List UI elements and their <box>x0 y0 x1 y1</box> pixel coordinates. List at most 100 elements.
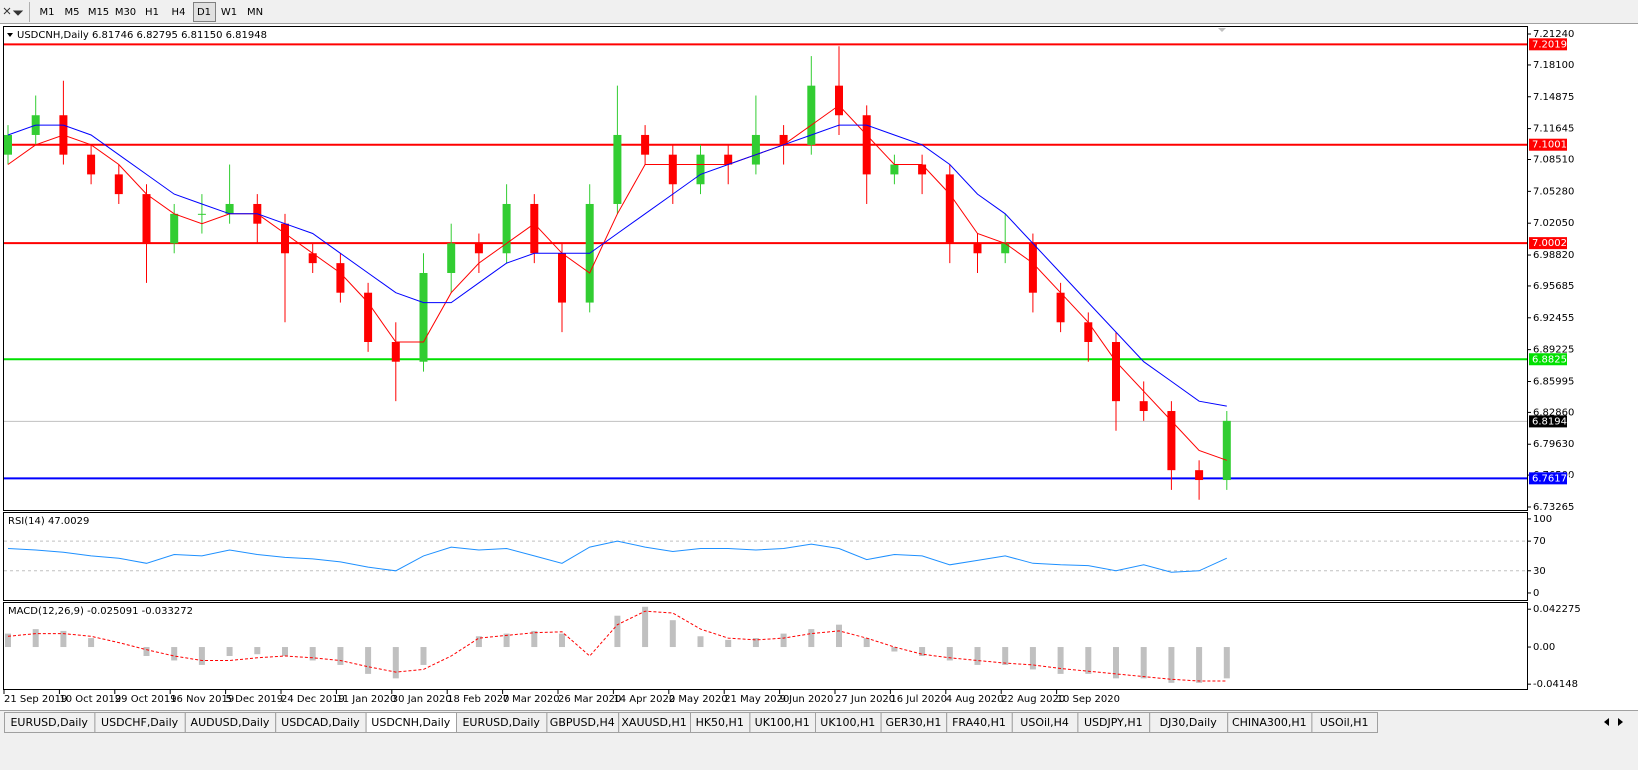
macd-bar <box>171 647 178 661</box>
y-tick-label: 6.95685 <box>1533 281 1574 292</box>
x-tick-label: 29 Oct 2019 <box>115 694 177 705</box>
x-tick-label: 22 Aug 2020 <box>1001 694 1065 705</box>
tab-label[interactable]: CHINA300,H1 <box>1232 716 1307 729</box>
timeframe-button[interactable] <box>140 2 165 22</box>
candle-body <box>1056 292 1065 323</box>
candle-body <box>1195 470 1204 481</box>
y-tick-label: 0.042275 <box>1533 604 1581 615</box>
timeframe-label[interactable]: MN <box>247 7 263 18</box>
candle-body <box>807 85 816 145</box>
macd-bar <box>254 647 261 655</box>
timeframe-label[interactable]: M5 <box>65 7 80 18</box>
timeframe-button[interactable] <box>113 2 139 22</box>
y-tick-label: 6.98820 <box>1533 250 1574 261</box>
level-label: 7.00029 <box>1532 238 1573 249</box>
timeframe-button[interactable] <box>243 2 268 22</box>
tab-label[interactable]: UK100,H1 <box>755 716 810 729</box>
candle-body <box>945 174 954 244</box>
candle-body <box>779 134 788 145</box>
level-label-box <box>1529 38 1567 51</box>
macd-bar <box>863 638 870 648</box>
chart-title: USDCNH,Daily 6.81746 6.82795 6.81150 6.8… <box>17 30 267 41</box>
tab-label[interactable]: GBPUSD,H4 <box>550 716 615 729</box>
tab-label[interactable]: GER30,H1 <box>885 716 941 729</box>
timeframe-button[interactable] <box>60 2 85 22</box>
timeframe-button[interactable] <box>86 2 112 22</box>
timeframe-button[interactable] <box>193 2 216 22</box>
tab-label[interactable]: UK100,H1 <box>820 716 875 729</box>
candle-body <box>225 203 234 214</box>
tab-label[interactable]: DJ30,Daily <box>1160 716 1218 729</box>
x-tick-label: 5 Dec 2019 <box>226 694 284 705</box>
timeframe-button[interactable] <box>217 2 242 22</box>
macd-bar <box>725 639 732 648</box>
indicator-line <box>7 104 1227 461</box>
y-tick-label: 6.79630 <box>1533 439 1574 450</box>
y-tick-label: 6.92455 <box>1533 313 1574 324</box>
tab-label[interactable]: USDJPY,H1 <box>1084 716 1143 729</box>
x-tick-label: 21 Sep 2019 <box>4 694 67 705</box>
tab-label[interactable]: USOil,H4 <box>1020 716 1069 729</box>
x-tick-label: 9 Jun 2020 <box>780 694 834 705</box>
tab[interactable] <box>1311 712 1379 733</box>
macd-bar <box>475 636 482 648</box>
tab-label[interactable]: USOil,H1 <box>1320 716 1369 729</box>
candle-body <box>197 213 206 215</box>
timeframe-label[interactable]: M15 <box>88 7 109 18</box>
tab-label[interactable]: USDCNH,Daily <box>371 716 451 729</box>
tab-label[interactable]: FRA40,H1 <box>952 716 1006 729</box>
candle-body <box>918 164 927 175</box>
tab-label[interactable]: EURUSD,Daily <box>462 716 540 729</box>
rsi-panel <box>3 512 1528 601</box>
timeframe-button[interactable] <box>166 2 192 22</box>
tab-label[interactable]: HK50,H1 <box>696 716 744 729</box>
macd-bar <box>919 647 926 656</box>
crosshair-icon[interactable] <box>3 7 24 16</box>
timeframe-label[interactable]: H4 <box>172 7 186 18</box>
macd-bar <box>891 647 898 652</box>
y-tick-label: -0.04148 <box>1533 679 1578 690</box>
tab-label[interactable]: EURUSD,Daily <box>10 716 88 729</box>
macd-bar <box>226 647 233 656</box>
indicator-line <box>7 124 1227 407</box>
macd-bar <box>669 620 676 648</box>
x-tick-label: 16 Jul 2020 <box>890 694 947 705</box>
macd-bar <box>946 647 953 661</box>
candle-body <box>114 174 123 195</box>
rsi-title: RSI(14) 47.0029 <box>8 516 89 527</box>
tab-scroll[interactable] <box>1604 718 1623 726</box>
timeframe-label[interactable]: D1 <box>197 7 211 18</box>
x-tick-label: 10 Oct 2019 <box>59 694 121 705</box>
candle-body <box>1139 401 1148 412</box>
x-tick-label: 27 Jun 2020 <box>835 694 895 705</box>
tab-label[interactable]: XAUUSD,H1 <box>621 716 686 729</box>
timeframe-label[interactable]: H1 <box>145 7 159 18</box>
candle-body <box>502 203 511 254</box>
macd-bar <box>1140 647 1147 679</box>
macd-bar <box>337 647 344 665</box>
timeframe-label[interactable]: M1 <box>40 7 55 18</box>
tab-label[interactable]: USDCHF,Daily <box>101 716 179 729</box>
macd-bar <box>365 647 372 674</box>
timeframe-button[interactable] <box>36 2 59 22</box>
level-label-box <box>1529 353 1567 366</box>
macd-bar <box>974 647 981 665</box>
timeframe-label[interactable]: M30 <box>115 7 136 18</box>
y-tick-label: 6.82860 <box>1533 407 1574 418</box>
tab-label[interactable]: AUDUSD,Daily <box>191 716 270 729</box>
candle-body <box>973 243 982 254</box>
macd-bar <box>780 633 787 648</box>
tab-label[interactable]: USDCAD,Daily <box>281 716 360 729</box>
macd-bar <box>309 647 316 661</box>
candle-body <box>530 203 539 254</box>
y-tick-label: 30 <box>1533 566 1546 577</box>
candle-body <box>308 253 317 264</box>
timeframe-label[interactable]: W1 <box>221 7 237 18</box>
candle-body <box>1112 342 1120 402</box>
candle-body <box>890 164 899 175</box>
macd-bar <box>420 647 427 665</box>
macd-panel <box>3 602 1528 690</box>
candle-body <box>613 134 622 204</box>
y-tick-label: 7.08510 <box>1533 155 1574 166</box>
